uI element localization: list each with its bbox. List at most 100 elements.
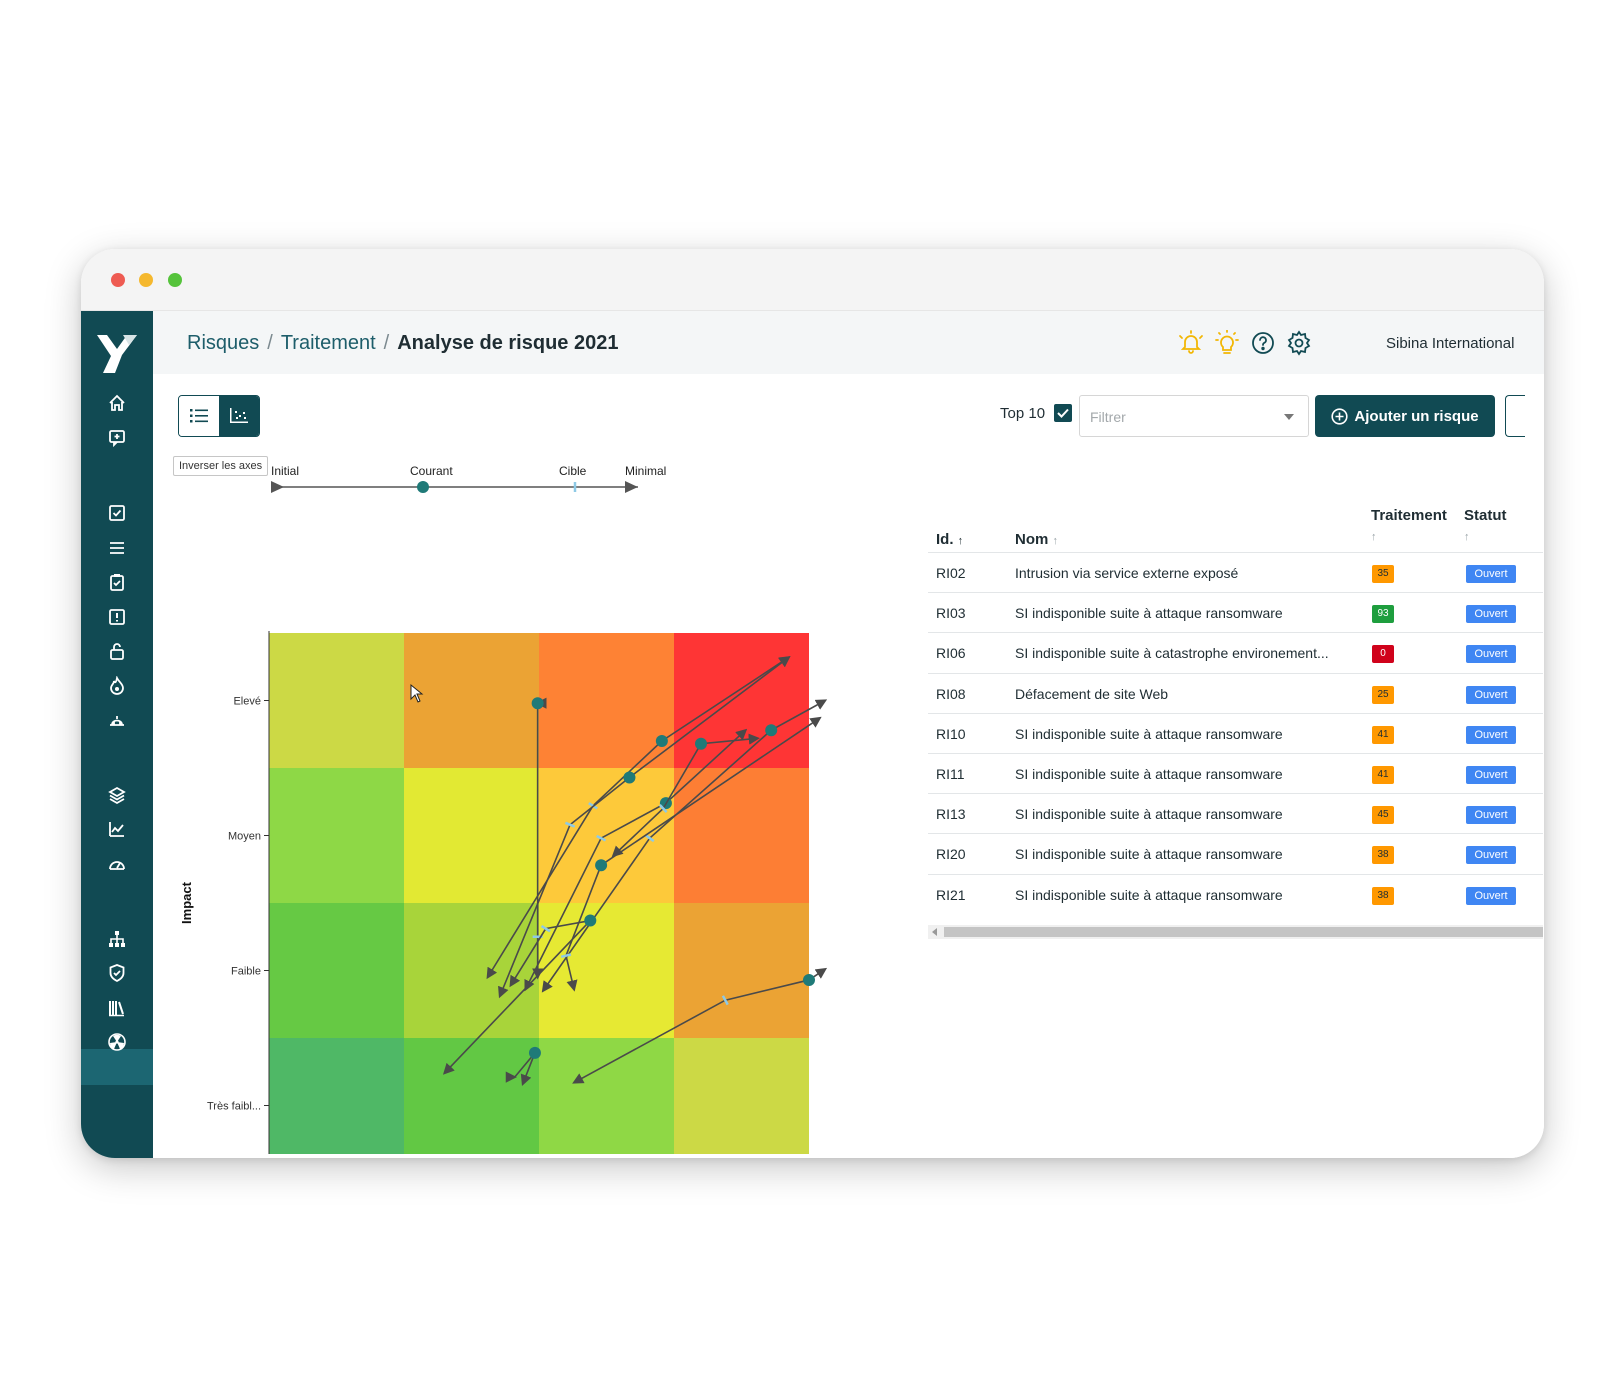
trend-chart-icon	[109, 822, 124, 837]
treatment-score-badge: 0	[1372, 645, 1394, 664]
breadcrumb-traitement[interactable]: Traitement	[280, 332, 376, 354]
stage-minimal-marker	[625, 481, 638, 493]
sidebar-item-checkbox[interactable]	[103, 499, 131, 527]
sidebar-item-fire[interactable]	[103, 672, 131, 700]
table-row[interactable]: RI06 SI indisponible suite à catastrophe …	[928, 632, 1543, 673]
column-header-statut[interactable]: Statut	[1464, 507, 1507, 524]
sidebar-item-dome[interactable]	[103, 706, 131, 734]
table-row[interactable]: RI08 Défacement de site Web 25 Ouvert	[928, 672, 1543, 714]
sidebar-item-clipboard-check[interactable]	[103, 568, 131, 596]
risk-courant-point	[584, 914, 597, 927]
sort-icon[interactable]: ↑	[1464, 531, 1470, 543]
cell-name[interactable]: SI indisponible suite à catastrophe envi…	[1015, 645, 1329, 662]
status-badge: Ouvert	[1466, 886, 1516, 905]
risk-courant-point	[803, 973, 815, 986]
sidebar-item-library[interactable]	[103, 994, 131, 1022]
cell-id: RI02	[936, 565, 966, 581]
organization-name[interactable]: Sibina International	[1386, 335, 1515, 352]
brand-logo[interactable]	[93, 329, 141, 377]
table-row[interactable]: RI10 SI indisponible suite à attaque rans…	[928, 712, 1543, 754]
lock-icon	[110, 643, 124, 660]
sidebar	[81, 311, 153, 1158]
table-row[interactable]: RI02 Intrusion via service externe exposé…	[928, 552, 1543, 593]
cell-name[interactable]: Intrusion via service externe exposé	[1015, 565, 1239, 581]
help-icon[interactable]	[1250, 330, 1276, 356]
column-header-nom-label: Nom	[1015, 531, 1049, 548]
y-tick-label: Elevé	[233, 696, 261, 708]
add-risk-button[interactable]: Ajouter un risque	[1315, 395, 1495, 437]
cell-name[interactable]: SI indisponible suite à attaque ransomwa…	[1015, 846, 1283, 863]
risk-courant-point	[531, 697, 544, 710]
cell-name[interactable]: SI indisponible suite à attaque ransomwa…	[1015, 605, 1283, 622]
sidebar-item-gauge[interactable]	[103, 850, 131, 878]
shield-check-icon	[109, 964, 125, 983]
breadcrumb-risques[interactable]: Risques	[187, 332, 260, 354]
sidebar-item-lock[interactable]	[103, 637, 131, 665]
app-window: Risques / Traitement / Analyse de risque…	[81, 249, 1544, 1158]
add-risk-label: Ajouter un risque	[1354, 407, 1479, 425]
chart-view-button[interactable]	[219, 396, 259, 436]
more-actions-button[interactable]	[1505, 395, 1525, 437]
lightbulb-icon[interactable]	[1214, 330, 1240, 356]
sidebar-item-radiation[interactable]	[103, 1028, 131, 1056]
sidebar-item-home[interactable]	[103, 389, 131, 417]
table-row[interactable]: RI13 SI indisponible suite à attaque rans…	[928, 793, 1543, 834]
cell-name[interactable]: SI indisponible suite à attaque ransomwa…	[1015, 886, 1283, 903]
risk-courant-point	[655, 735, 668, 747]
alarm-bell-icon[interactable]	[1178, 330, 1204, 356]
column-header-nom[interactable]: Nom ↑	[1015, 531, 1058, 548]
filter-select[interactable]: Filtrer	[1079, 395, 1309, 437]
minimize-window-button[interactable]	[139, 273, 153, 287]
heatmap-cell	[674, 633, 809, 768]
invert-axes-button[interactable]: Inverser les axes	[173, 456, 269, 476]
table-row[interactable]: RI11 SI indisponible suite à attaque rans…	[928, 753, 1543, 794]
plus-circle-icon	[1331, 407, 1349, 425]
breadcrumb-separator: /	[383, 332, 390, 354]
risk-courant-point	[695, 737, 707, 750]
sidebar-item-org-chart[interactable]	[103, 925, 131, 953]
cell-id: RI03	[936, 605, 966, 622]
y-tick-label: Moyen	[228, 831, 261, 843]
sidebar-item-shield-check[interactable]	[103, 959, 131, 987]
top10-checkbox[interactable]	[1054, 404, 1072, 422]
sidebar-item-info-square[interactable]	[103, 603, 131, 631]
top10-label: Top 10	[1000, 405, 1046, 422]
sort-icon[interactable]: ↑	[1371, 531, 1377, 543]
sidebar-item-trend-chart[interactable]	[103, 815, 131, 843]
column-header-id[interactable]: Id. ↑	[936, 531, 963, 548]
sidebar-item-feedback[interactable]	[103, 424, 131, 452]
scrollbar-thumb[interactable]	[944, 927, 1543, 937]
cell-name[interactable]: SI indisponible suite à attaque ransomwa…	[1015, 766, 1283, 782]
horizontal-scrollbar[interactable]	[928, 925, 1543, 939]
cell-name[interactable]: SI indisponible suite à attaque ransomwa…	[1015, 725, 1283, 742]
top-header: Risques / Traitement / Analyse de risque…	[153, 311, 1544, 374]
settings-icon[interactable]	[1286, 330, 1312, 356]
heatmap-cell	[269, 768, 404, 903]
breadcrumb: Risques / Traitement / Analyse de risque…	[187, 332, 618, 355]
cell-name[interactable]: Défacement de site Web	[1015, 685, 1169, 702]
risk-courant-point	[765, 724, 778, 737]
column-header-traitement[interactable]: Traitement	[1371, 507, 1447, 524]
table-row[interactable]: RI20 SI indisponible suite à attaque rans…	[928, 833, 1543, 874]
close-window-button[interactable]	[111, 273, 125, 287]
gauge-icon	[109, 861, 125, 870]
list-view-button[interactable]	[179, 396, 219, 436]
table-row[interactable]: RI03 SI indisponible suite à attaque rans…	[928, 592, 1543, 633]
treatment-score-badge: 38	[1372, 846, 1394, 865]
maximize-window-button[interactable]	[168, 273, 182, 287]
status-badge: Ouvert	[1466, 766, 1516, 784]
heatmap-cell	[404, 903, 539, 1038]
status-badge: Ouvert	[1466, 806, 1516, 825]
treatment-score-badge: 45	[1372, 806, 1394, 825]
scroll-left-icon[interactable]	[932, 928, 937, 936]
cell-id: RI21	[936, 886, 966, 903]
sidebar-item-list[interactable]	[103, 534, 131, 562]
heatmap-cell	[674, 768, 809, 903]
table-row[interactable]: RI21 SI indisponible suite à attaque rans…	[928, 873, 1543, 915]
stage-initial-marker	[271, 481, 284, 493]
cell-name[interactable]: SI indisponible suite à attaque ransomwa…	[1015, 806, 1283, 823]
sidebar-item-layers[interactable]	[103, 781, 131, 809]
sort-asc-icon: ↑	[957, 535, 964, 547]
y-tick-label: Très faibl...	[207, 1101, 261, 1113]
org-chart-icon	[109, 931, 125, 947]
